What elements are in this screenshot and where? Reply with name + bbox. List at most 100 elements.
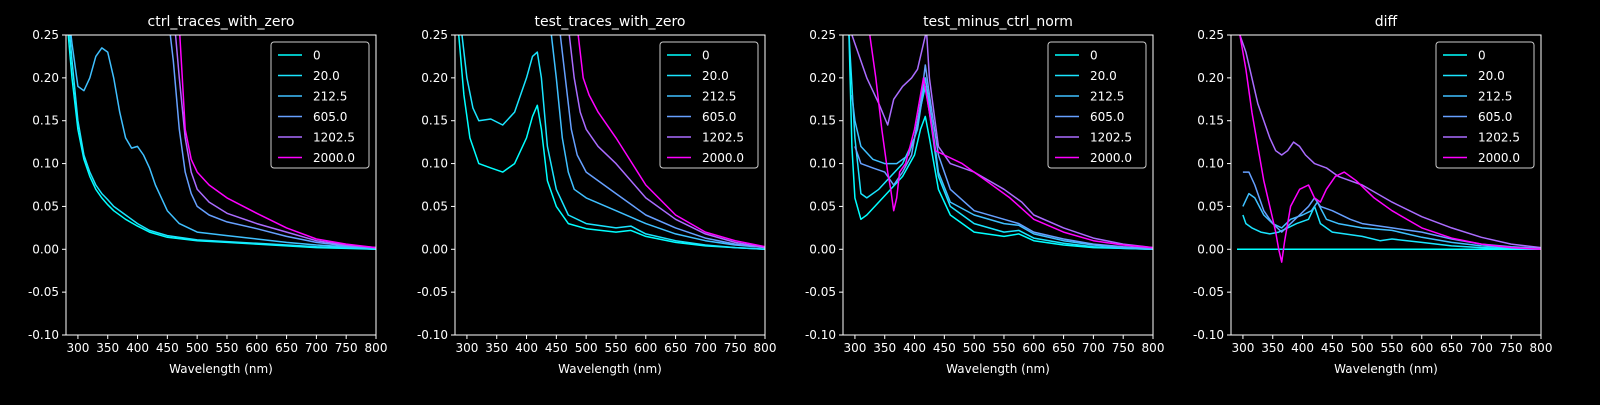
y-tick-label: 0.00 xyxy=(32,242,59,256)
x-tick-label: 500 xyxy=(186,341,209,355)
series-line-3 xyxy=(559,35,765,249)
legend-label-5: 2000.0 xyxy=(1478,151,1520,165)
legend-label-1: 20.0 xyxy=(1478,69,1505,83)
y-tick-label: 0.00 xyxy=(421,242,448,256)
legend-label-4: 1202.5 xyxy=(313,131,355,145)
legend-label-3: 605.0 xyxy=(1090,110,1124,124)
x-tick-label: 300 xyxy=(1231,341,1254,355)
y-tick-label: 0.20 xyxy=(32,71,59,85)
y-tick-label: -0.10 xyxy=(28,328,59,342)
x-tick-label: 700 xyxy=(1470,341,1493,355)
y-tick-label: -0.05 xyxy=(805,285,836,299)
chart-panel-1: 300 350 400 450 500 550 600 650 700 750 800 -0.10 -0… xyxy=(28,14,388,376)
legend-label-5: 2000.0 xyxy=(1090,151,1132,165)
x-tick-label: 300 xyxy=(843,341,866,355)
y-tick-label: 0.20 xyxy=(421,71,448,85)
x-tick-label: 350 xyxy=(96,341,119,355)
legend: 0 20.0 212.5 605.0 1202.5 2000.0 xyxy=(1047,41,1147,169)
legend-label-5: 2000.0 xyxy=(702,151,744,165)
y-tick-label: 0.25 xyxy=(32,28,59,42)
x-axis-label: Wavelength (nm) xyxy=(1334,362,1438,376)
y-tick-label: 0.05 xyxy=(32,199,59,213)
y-tick-label: 0.15 xyxy=(809,114,836,128)
x-tick-label: 600 xyxy=(634,341,657,355)
y-tick-label: 0.10 xyxy=(421,157,448,171)
x-tick-label: 750 xyxy=(1500,341,1523,355)
axes-frame xyxy=(1230,34,1542,336)
legend-label-4: 1202.5 xyxy=(702,131,744,145)
x-axis-label: Wavelength (nm) xyxy=(946,362,1050,376)
y-tick-label: 0.25 xyxy=(1197,28,1224,42)
y-tick-label: 0.15 xyxy=(1197,114,1224,128)
chart-title: ctrl_traces_with_zero xyxy=(148,14,295,30)
x-tick-label: 700 xyxy=(1082,341,1105,355)
y-tick-label: 0.05 xyxy=(421,199,448,213)
x-tick-label: 300 xyxy=(455,341,478,355)
y-tick-label: 0.20 xyxy=(809,71,836,85)
y-tick-label: -0.10 xyxy=(1193,328,1224,342)
y-tick-label: 0.00 xyxy=(1197,242,1224,256)
x-tick-label: 500 xyxy=(575,341,598,355)
series-line-4 xyxy=(1239,35,1541,249)
legend-label-1: 20.0 xyxy=(313,69,340,83)
chart-title: test_minus_ctrl_norm xyxy=(923,14,1073,30)
x-tick-label: 400 xyxy=(515,341,538,355)
legend-label-4: 1202.5 xyxy=(1478,131,1520,145)
x-tick-label: 800 xyxy=(365,341,388,355)
y-tick-label: 0.05 xyxy=(1197,199,1224,213)
x-tick-label: 700 xyxy=(694,341,717,355)
y-tick-label: 0.10 xyxy=(809,157,836,171)
x-tick-label: 650 xyxy=(1052,341,1075,355)
x-tick-label: 600 xyxy=(1022,341,1045,355)
axes-frame xyxy=(842,34,1154,336)
x-tick-label: 650 xyxy=(1440,341,1463,355)
series-line-5 xyxy=(1239,35,1541,263)
y-tick-label: 0.25 xyxy=(421,28,448,42)
x-tick-label: 300 xyxy=(66,341,89,355)
y-tick-label: -0.05 xyxy=(417,285,448,299)
x-tick-label: 800 xyxy=(1142,341,1165,355)
series-line-1 xyxy=(461,35,765,251)
y-tick-label: -0.10 xyxy=(417,328,448,342)
x-axis-label: Wavelength (nm) xyxy=(169,362,273,376)
series-line-1 xyxy=(1242,205,1541,251)
legend-label-4: 1202.5 xyxy=(1090,131,1132,145)
y-tick-label: -0.05 xyxy=(1193,285,1224,299)
series-line-3 xyxy=(169,35,376,249)
x-tick-label: 550 xyxy=(605,341,628,355)
legend-label-2: 212.5 xyxy=(313,90,347,104)
series-line-0 xyxy=(67,35,376,251)
series-lines xyxy=(457,35,765,251)
chart-panel-3: 300 350 400 450 500 550 600 650 700 750 800 -0.10 -0… xyxy=(805,14,1165,376)
chart-title: diff xyxy=(1375,14,1398,30)
x-tick-label: 700 xyxy=(305,341,328,355)
x-tick-label: 350 xyxy=(485,341,508,355)
axes-frame xyxy=(454,34,766,336)
legend-label-2: 212.5 xyxy=(1090,90,1124,104)
series-line-1 xyxy=(68,35,376,251)
legend-label-0: 0 xyxy=(702,49,710,63)
x-tick-label: 450 xyxy=(933,341,956,355)
series-line-3 xyxy=(1242,171,1541,250)
x-tick-label: 750 xyxy=(335,341,358,355)
x-tick-label: 600 xyxy=(1410,341,1433,355)
y-tick-label: 0.10 xyxy=(32,157,59,171)
series-line-5 xyxy=(179,35,376,249)
y-tick-label: -0.10 xyxy=(805,328,836,342)
series-line-4 xyxy=(174,35,376,249)
series-line-0 xyxy=(848,35,1153,251)
y-tick-label: 0.00 xyxy=(809,242,836,256)
series-lines xyxy=(67,35,376,251)
legend: 0 20.0 212.5 605.0 1202.5 2000.0 xyxy=(270,41,370,169)
x-tick-label: 800 xyxy=(1530,341,1553,355)
x-tick-label: 750 xyxy=(1112,341,1135,355)
x-tick-label: 400 xyxy=(1291,341,1314,355)
legend: 0 20.0 212.5 605.0 1202.5 2000.0 xyxy=(659,41,759,169)
x-tick-label: 550 xyxy=(216,341,239,355)
legend-label-2: 212.5 xyxy=(1478,90,1512,104)
x-tick-label: 650 xyxy=(275,341,298,355)
series-line-2 xyxy=(550,35,765,249)
legend-label-0: 0 xyxy=(1478,49,1486,63)
x-tick-label: 400 xyxy=(903,341,926,355)
